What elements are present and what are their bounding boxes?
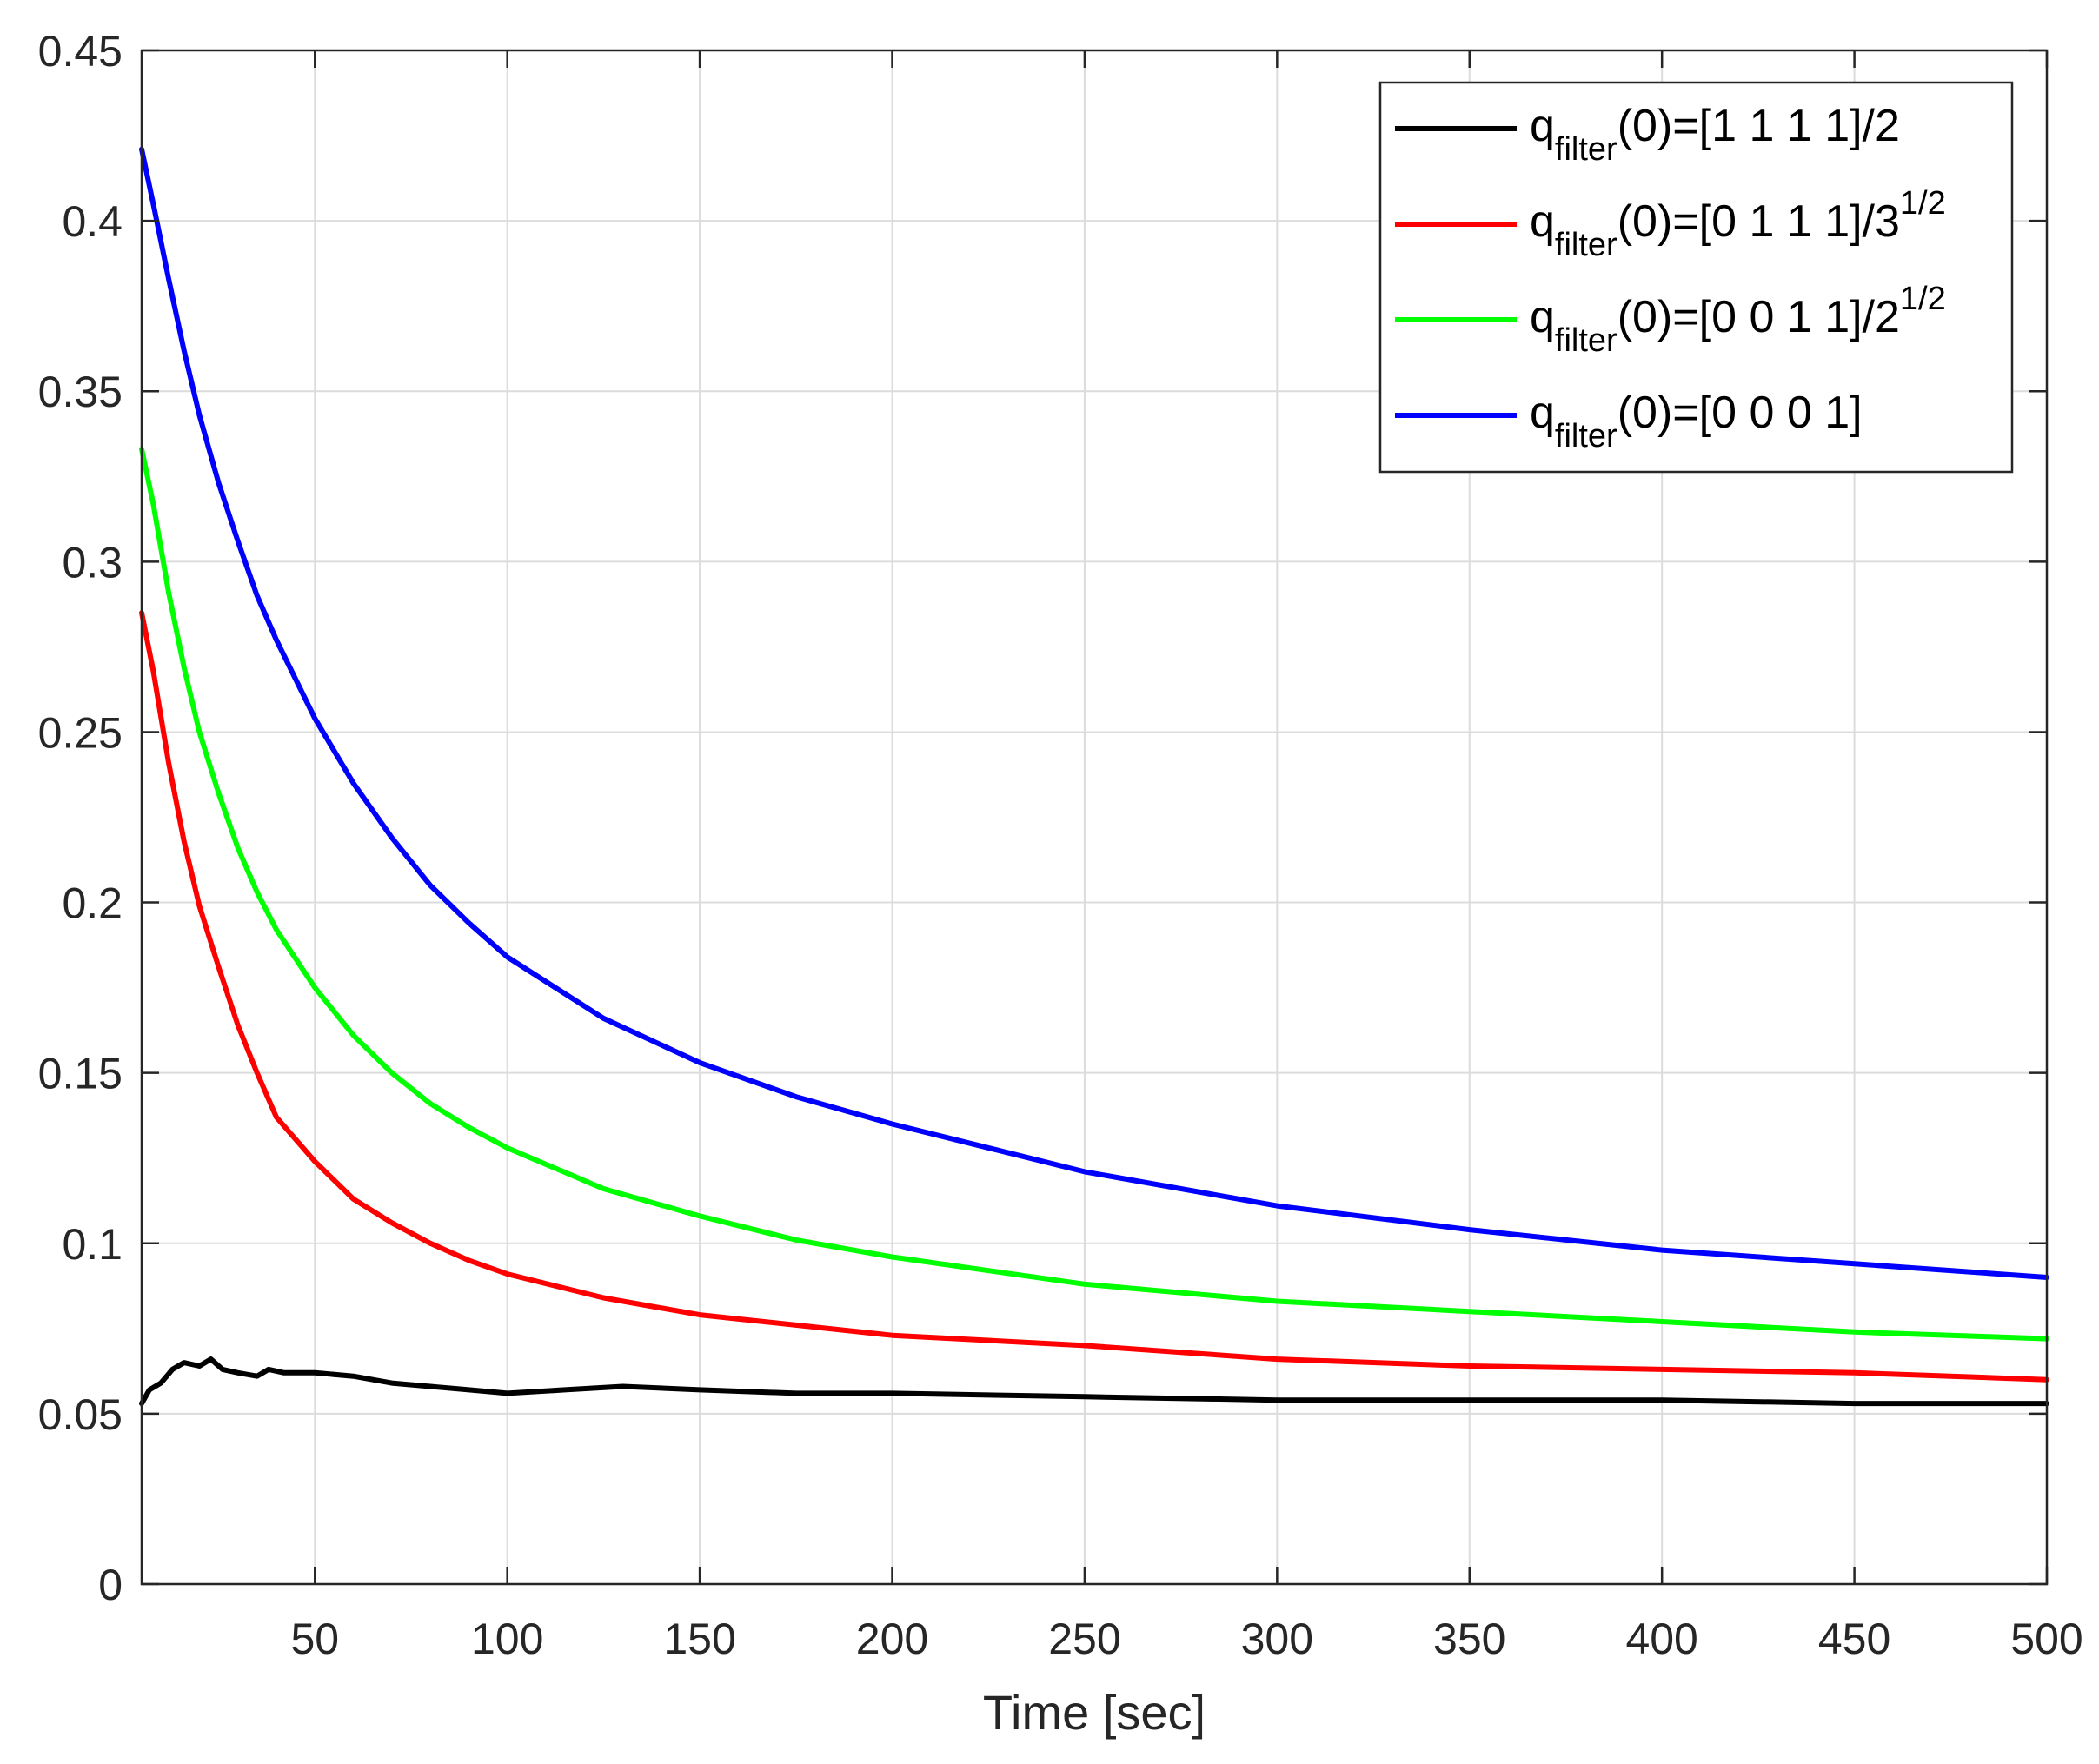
legend-label-superscript: 1/2 [1900,185,1946,222]
legend-label-base: q [1530,292,1555,342]
x-tick-label: 50 [290,1615,339,1663]
legend-entry: qfilter(0)=[1 1 1 1]/2 [1395,101,1900,168]
series-line-4 [139,146,2049,1280]
legend-label: qfilter(0)=[1 1 1 1]/2 [1530,101,1900,168]
legend-label: qfilter(0)=[0 1 1 1]/31/2 [1530,185,1946,263]
y-axis-tick-labels: 0 0.05 0.1 0.15 0.2 0.25 0.3 0.35 0.4 0.45 [38,27,123,1609]
x-tick-label: 500 [2010,1615,2082,1663]
legend-label-base: q [1530,388,1555,438]
legend-label-text: (0)=[0 1 1 1]/3 [1617,196,1900,247]
legend-label-text: (0)=[1 1 1 1]/2 [1617,101,1900,151]
legend-label-subscript: filter [1555,322,1617,359]
series-line-1 [139,1356,2049,1407]
y-tick-label: 0.3 [62,538,123,587]
x-tick-label: 450 [1818,1615,1890,1663]
series-lines [139,146,2049,1407]
legend-label: qfilter(0)=[0 0 1 1]/21/2 [1530,281,1946,359]
legend-label-superscript: 1/2 [1900,281,1946,317]
y-tick-label: 0.45 [38,27,123,76]
y-tick-label: 0 [98,1561,123,1609]
y-tick-label: 0.2 [62,879,123,928]
x-tick-label: 350 [1433,1615,1505,1663]
legend-label-text: (0)=[0 0 1 1]/2 [1617,292,1900,342]
grid [142,50,2048,1585]
y-tick-label: 0.25 [38,708,123,757]
legend-label-base: q [1530,196,1555,247]
legend-label-text: (0)=[0 0 0 1] [1617,388,1863,438]
x-tick-label: 150 [663,1615,735,1663]
legend-label-subscript: filter [1555,131,1617,168]
x-axis-tick-labels: 50 100 150 200 250 300 350 400 450 500 [290,1615,2082,1663]
x-axis-label: Time [sec] [983,1685,1206,1740]
legend-label-subscript: filter [1555,227,1617,263]
series-line-3 [139,446,2049,1342]
x-tick-label: 100 [471,1615,543,1663]
legend-label: qfilter(0)=[0 0 0 1] [1530,388,1863,454]
legend-entry: qfilter(0)=[0 0 1 1]/21/2 [1395,281,1946,359]
series-line-2 [139,610,2049,1383]
axis-ticks [142,49,2049,1586]
legend-label-subscript: filter [1555,418,1617,454]
x-tick-label: 200 [856,1615,928,1663]
plot-frame [140,49,2049,1586]
y-tick-label: 0.05 [38,1390,123,1439]
x-tick-label: 300 [1241,1615,1313,1663]
y-tick-label: 0.4 [62,197,123,246]
y-tick-label: 0.1 [62,1220,123,1269]
x-tick-label: 400 [1625,1615,1697,1663]
y-tick-label: 0.35 [38,368,123,416]
y-tick-label: 0.15 [38,1050,123,1098]
legend-label-base: q [1530,101,1555,151]
legend-box [1378,81,2014,474]
legend-entry: qfilter(0)=[0 1 1 1]/31/2 [1395,185,1946,263]
legend-entry: qfilter(0)=[0 0 0 1] [1395,388,1863,454]
x-tick-label: 250 [1048,1615,1120,1663]
